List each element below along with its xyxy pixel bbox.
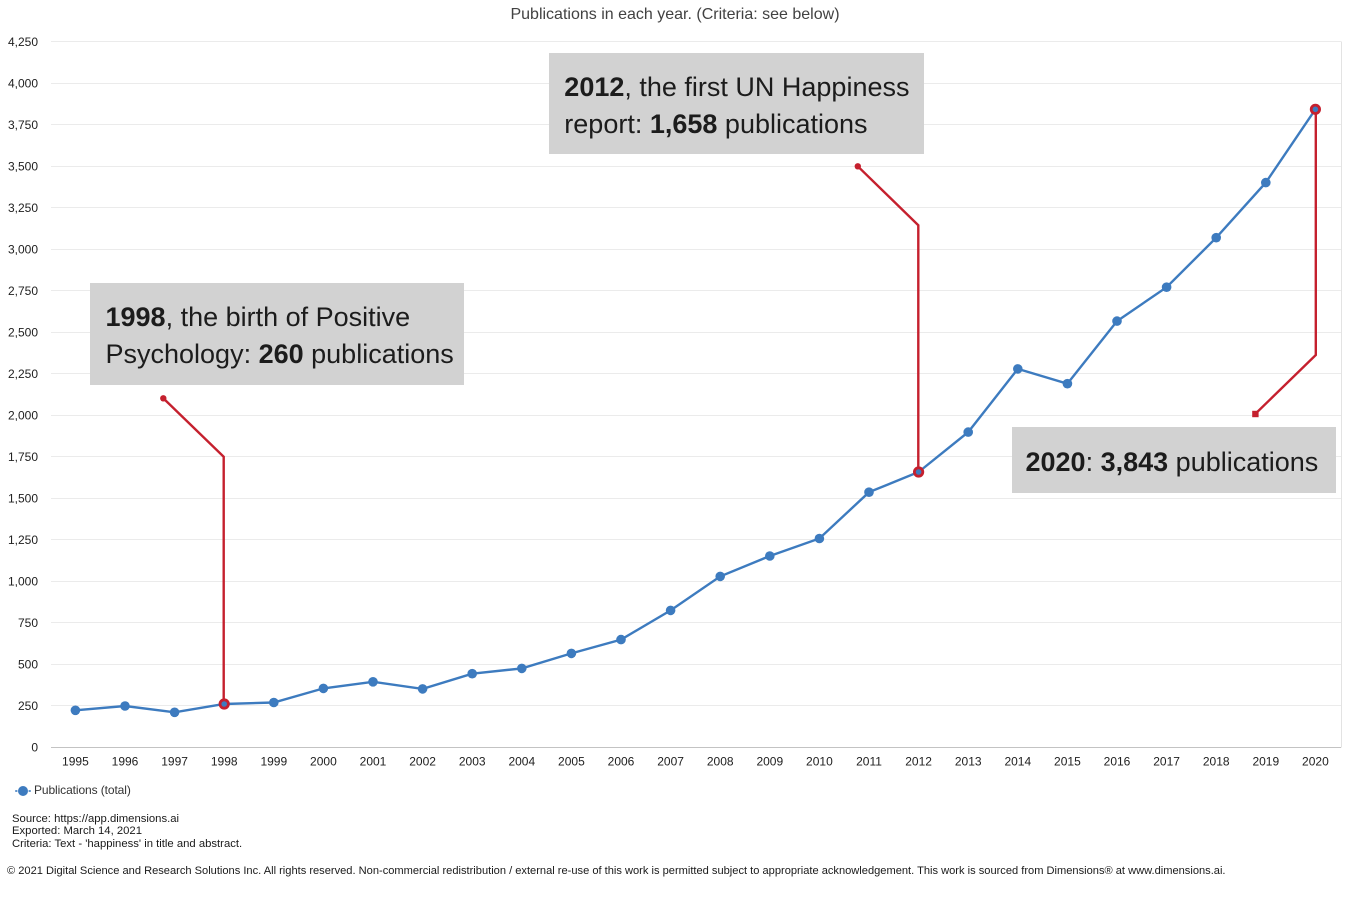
svg-text:250: 250 (18, 699, 38, 713)
svg-text:2006: 2006 (608, 755, 635, 769)
svg-text:2017: 2017 (1153, 755, 1180, 769)
svg-text:2003: 2003 (459, 755, 486, 769)
svg-text:2020: 2020 (1302, 755, 1329, 769)
svg-text:2000: 2000 (310, 755, 337, 769)
svg-text:2,750: 2,750 (8, 284, 38, 298)
svg-text:500: 500 (18, 658, 38, 672)
svg-text:3,250: 3,250 (8, 201, 38, 215)
svg-text:2016: 2016 (1104, 755, 1131, 769)
svg-text:3,000: 3,000 (8, 243, 38, 257)
svg-text:3,500: 3,500 (8, 160, 38, 174)
svg-text:2010: 2010 (806, 755, 833, 769)
svg-text:2005: 2005 (558, 755, 585, 769)
svg-text:1,500: 1,500 (8, 492, 38, 506)
svg-text:1,250: 1,250 (8, 533, 38, 547)
svg-text:2014: 2014 (1004, 755, 1031, 769)
svg-text:2004: 2004 (508, 755, 535, 769)
svg-text:2018: 2018 (1203, 755, 1230, 769)
svg-text:2,500: 2,500 (8, 326, 38, 340)
svg-text:1,750: 1,750 (8, 450, 38, 464)
svg-text:3,750: 3,750 (8, 118, 38, 132)
svg-text:4,000: 4,000 (8, 77, 38, 91)
svg-text:0: 0 (31, 741, 38, 755)
svg-text:2,000: 2,000 (8, 409, 38, 423)
svg-text:2011: 2011 (856, 755, 882, 769)
svg-text:1999: 1999 (260, 755, 287, 769)
svg-text:2015: 2015 (1054, 755, 1081, 769)
svg-text:750: 750 (18, 616, 38, 630)
svg-text:2009: 2009 (756, 755, 783, 769)
svg-text:2013: 2013 (955, 755, 982, 769)
svg-text:2008: 2008 (707, 755, 734, 769)
svg-text:2007: 2007 (657, 755, 684, 769)
svg-text:1998: 1998 (211, 755, 238, 769)
svg-text:2,250: 2,250 (8, 367, 38, 381)
svg-text:1995: 1995 (62, 755, 89, 769)
svg-text:1,000: 1,000 (8, 575, 38, 589)
svg-text:1996: 1996 (112, 755, 139, 769)
svg-text:2019: 2019 (1252, 755, 1279, 769)
svg-text:4,250: 4,250 (8, 35, 38, 49)
svg-text:1997: 1997 (161, 755, 188, 769)
svg-text:2002: 2002 (409, 755, 436, 769)
svg-text:2001: 2001 (360, 755, 387, 769)
svg-text:2012: 2012 (905, 755, 932, 769)
